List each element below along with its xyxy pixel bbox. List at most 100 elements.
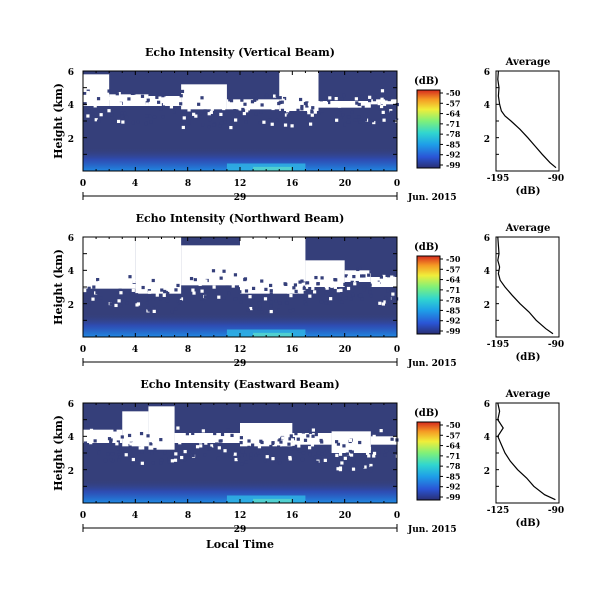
speckle (373, 95, 377, 99)
speckle (161, 115, 165, 119)
speckle (357, 102, 361, 107)
speckle (242, 111, 246, 116)
speckle (136, 278, 140, 282)
speckle (358, 440, 362, 445)
speckle (349, 468, 353, 472)
speckle (83, 94, 87, 99)
speckle (372, 98, 377, 102)
speckle (334, 96, 338, 101)
speckle (269, 444, 273, 448)
speckle (95, 431, 100, 435)
speckle (230, 433, 234, 438)
speckle (254, 453, 258, 457)
speckle (218, 124, 222, 128)
x-tick-label: 4 (132, 511, 138, 521)
average-line (497, 236, 554, 335)
x-tick-label: 8 (185, 345, 191, 355)
speckle (354, 97, 358, 101)
speckle (178, 299, 182, 304)
speckle (377, 450, 381, 455)
speckle (95, 89, 99, 94)
speckle (233, 452, 237, 456)
speckle (244, 289, 249, 293)
speckle (347, 115, 351, 119)
speckle (187, 120, 191, 125)
speckle (284, 282, 288, 287)
speckle (337, 101, 342, 105)
speckle (271, 101, 275, 106)
speckle (110, 452, 115, 456)
speckle (110, 113, 114, 117)
speckle (262, 120, 266, 124)
no-data-region (148, 96, 182, 106)
speckle (323, 451, 327, 455)
speckle (343, 122, 347, 127)
speckle (127, 433, 132, 438)
speckle (219, 276, 223, 280)
speckle (360, 297, 364, 301)
speckle (212, 285, 216, 289)
peak-echo-band (253, 498, 293, 503)
speckle (123, 448, 128, 453)
speckle (313, 110, 317, 114)
speckle (267, 297, 271, 301)
speckle (148, 290, 152, 294)
colorbar-tick-label: -57 (446, 98, 460, 108)
colorbar-tick-label: -85 (446, 305, 460, 315)
speckle (148, 296, 152, 300)
speckle (85, 298, 89, 302)
speckle (195, 445, 200, 449)
y-axis-label: Height (km) (52, 83, 65, 159)
speckle (291, 106, 296, 110)
speckle (191, 288, 195, 292)
speckle (298, 280, 302, 284)
speckle (390, 437, 394, 441)
speckle (129, 442, 133, 446)
speckle (360, 274, 364, 278)
speckle (89, 92, 93, 96)
speckle (220, 97, 224, 101)
speckle (83, 288, 87, 293)
speckle (267, 434, 272, 439)
speckle (208, 446, 212, 450)
speckle (86, 90, 90, 95)
y-tick-label: 4 (68, 101, 74, 111)
speckle (384, 120, 388, 124)
speckle (291, 295, 295, 299)
speckle (291, 442, 295, 446)
speckle (355, 101, 359, 105)
speckle (194, 274, 198, 279)
speckle (305, 104, 309, 108)
speckle (178, 441, 182, 445)
speckle (350, 450, 354, 454)
average-profile: Average 6 4 2 -125 -90 (dB) (484, 389, 564, 529)
speckle (307, 108, 311, 112)
speckle (221, 100, 225, 104)
speckle (277, 445, 281, 449)
speckle (391, 292, 395, 296)
speckle (311, 428, 316, 432)
speckle (292, 286, 296, 290)
speckle (377, 101, 381, 106)
speckle (352, 270, 357, 274)
speckle (211, 269, 216, 273)
speckle (371, 281, 375, 285)
speckle (179, 94, 183, 98)
speckle (316, 282, 320, 286)
speckle (109, 438, 113, 442)
speckle (204, 279, 208, 283)
heatmap-plot (82, 236, 399, 338)
speckle (269, 304, 273, 308)
heatmap-title: Echo Intensity (Northward Beam) (136, 212, 345, 225)
speckle (258, 305, 262, 309)
speckle (391, 276, 395, 280)
speckle (359, 278, 363, 282)
speckle (349, 453, 354, 457)
x-tick-label: 4 (132, 345, 138, 355)
speckle (335, 440, 339, 444)
speckle (312, 290, 317, 294)
speckle (274, 460, 278, 464)
speckle (341, 113, 345, 117)
average-title: Average (505, 223, 551, 234)
speckle (83, 91, 87, 96)
